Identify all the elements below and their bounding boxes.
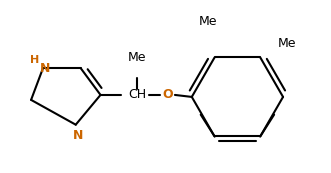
- Text: O: O: [163, 88, 173, 101]
- Text: CH: CH: [128, 88, 146, 101]
- Text: Me: Me: [198, 15, 217, 29]
- Text: Me: Me: [128, 51, 147, 64]
- Text: H: H: [30, 55, 40, 65]
- Text: N: N: [40, 62, 50, 75]
- Text: Me: Me: [278, 37, 297, 50]
- Text: N: N: [72, 129, 83, 142]
